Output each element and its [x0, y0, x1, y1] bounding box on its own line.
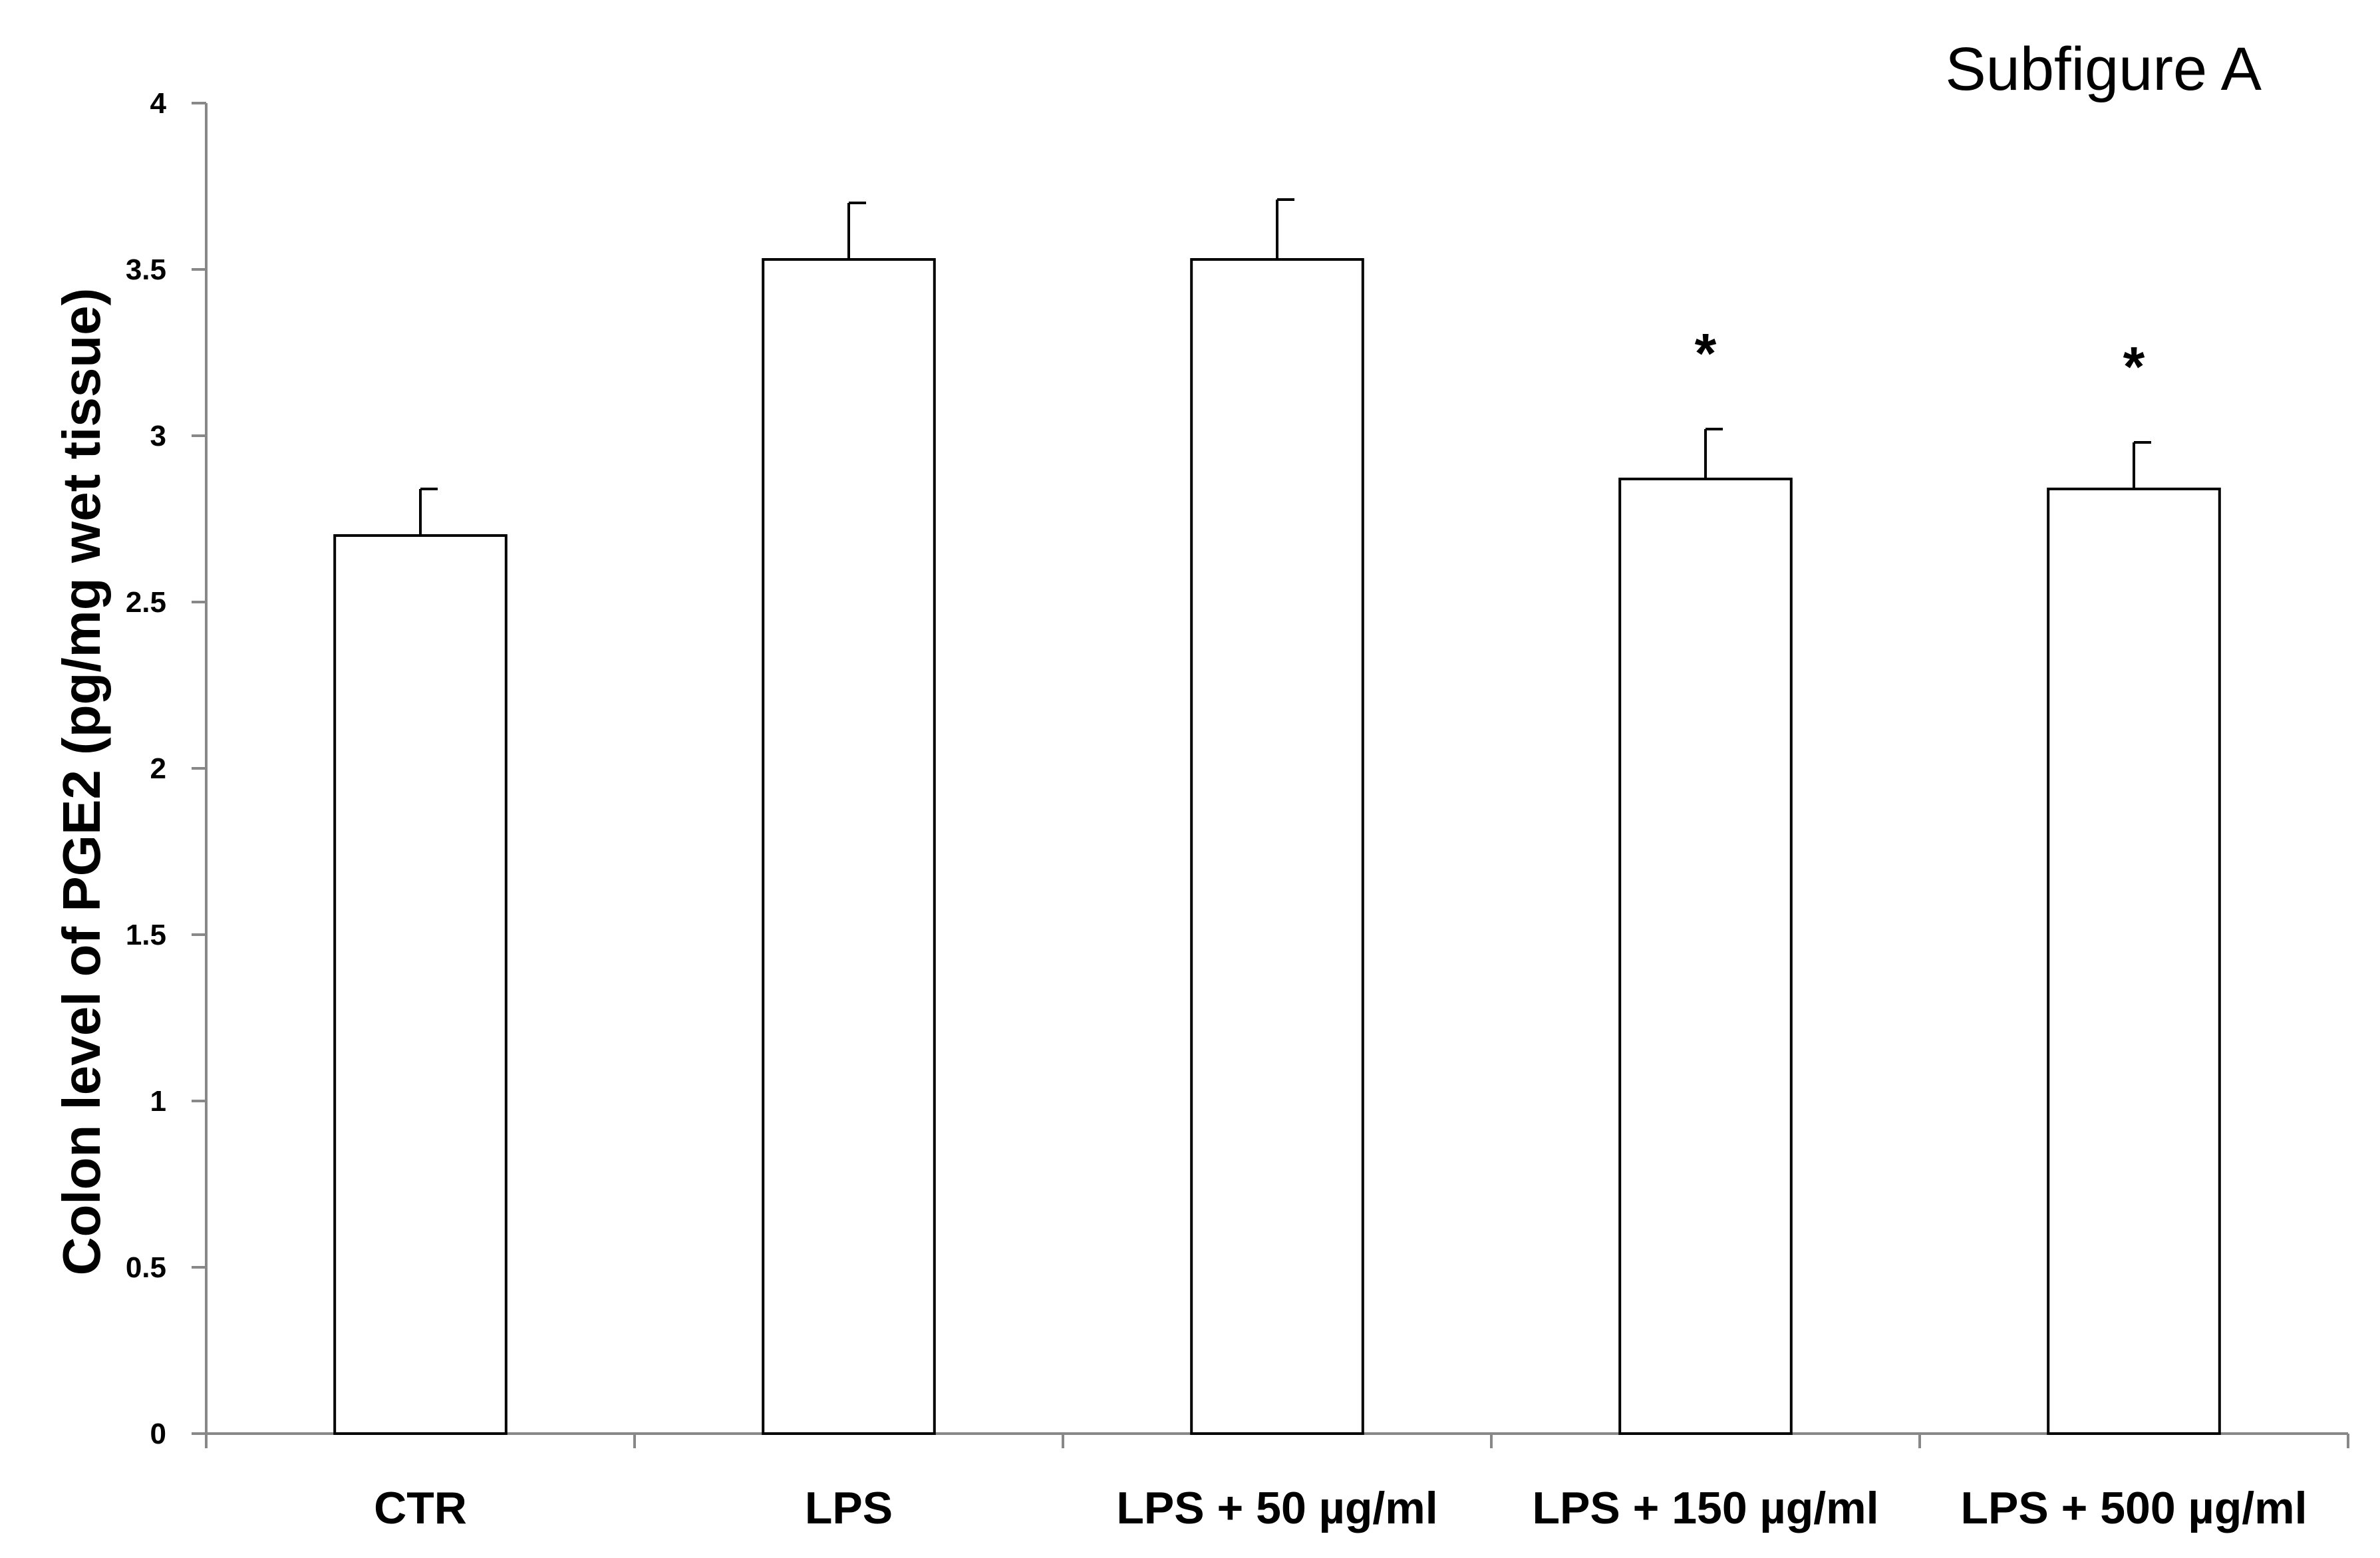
y-axis-label: Colon level of PGE2 (pg/mg wet tissue) [52, 288, 111, 1276]
y-tick-label: 1 [150, 1085, 166, 1118]
bar [2047, 488, 2221, 1435]
y-tick-label: 0.5 [126, 1251, 166, 1284]
bars [333, 198, 2221, 1435]
x-tick-label: LPS [805, 1483, 893, 1533]
y-tick-label: 4 [150, 87, 167, 120]
x-tick-label: LPS + 500 µg/ml [1960, 1483, 2307, 1533]
labels: CTR LPS LPS + 50 µg/ml LPS + 150 µg/ml * LPS … [374, 322, 2307, 1533]
x-tick-label: CTR [374, 1483, 467, 1533]
significance-marker: * [1695, 322, 1717, 385]
significance-marker: * [2123, 335, 2145, 398]
y-tick-label: 2 [150, 752, 166, 785]
x-tick-label: LPS + 150 µg/ml [1532, 1483, 1878, 1533]
y-tick-label: 0 [150, 1418, 166, 1450]
bar [762, 258, 936, 1435]
y-tick-label: 3.5 [126, 253, 166, 286]
bar [1190, 258, 1364, 1435]
axes: 0 0.5 1 1.5 2 2.5 3 3.5 4 [126, 87, 2349, 1450]
y-tick-label: 1.5 [126, 919, 166, 951]
chart-title: Subfigure A [1945, 35, 2262, 103]
bar [1618, 478, 1793, 1435]
x-tick-label: LPS + 50 µg/ml [1116, 1483, 1437, 1533]
y-tick-label: 2.5 [126, 586, 166, 619]
y-tick-label: 3 [150, 420, 166, 452]
bar [333, 534, 508, 1435]
